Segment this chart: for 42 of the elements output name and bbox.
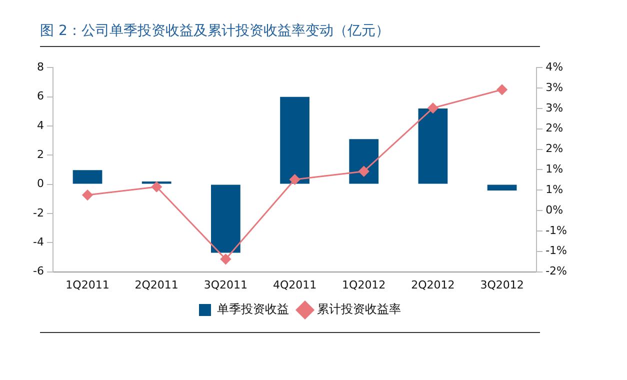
x-tick-label: 2Q2011 [134,278,178,292]
point [290,174,300,185]
y2-tick-label: 1% [546,182,564,196]
point [82,190,93,200]
bar [418,108,448,184]
point [220,254,231,264]
y-tick-label: 2 [36,148,44,161]
y-tick-label: 6 [36,90,44,103]
x-tick-label: 1Q2011 [66,278,110,292]
chart-title: 图 2：公司单季投资收益及累计投资收益率变动（亿元） [40,22,390,40]
x-tick-label: 1Q2012 [342,278,386,292]
y-tick-label: 4 [36,118,44,132]
point [151,182,162,192]
point [358,166,370,177]
y2-tick-label: 0% [546,203,564,216]
bar [280,96,310,184]
y2-tick-label: 4% [546,60,564,74]
y-tick-label: 8 [36,60,44,74]
bar [211,184,240,253]
bar [349,139,379,184]
legend-label: 累计投资收益率 [317,302,401,316]
y2-tick-label: 3% [546,101,564,114]
y-tick-label: -4 [33,235,44,248]
y2-tick-label: 2% [546,142,564,156]
y-tick-label: -6 [33,264,44,278]
x-tick-label: 3Q2011 [204,278,248,292]
y-tick-label: -2 [33,206,44,220]
y2-tick-label: 2% [546,122,564,135]
x-tick-label: 3Q2012 [480,278,524,292]
y-tick-label: 0 [36,177,44,190]
bar [72,170,102,184]
y2-tick-label: -2% [546,264,567,278]
point [428,102,438,114]
x-tick-label: 2Q2012 [411,278,455,292]
y2-tick-label: 3% [546,80,564,94]
x-tick-label: 4Q2011 [272,278,317,292]
y2-tick-label: 1% [546,162,564,176]
legend-label: 单季投资收益 [217,302,289,316]
point [496,84,508,95]
y2-tick-label: -1% [546,224,567,237]
y2-tick-label: -1% [546,244,567,258]
bar [487,184,517,191]
